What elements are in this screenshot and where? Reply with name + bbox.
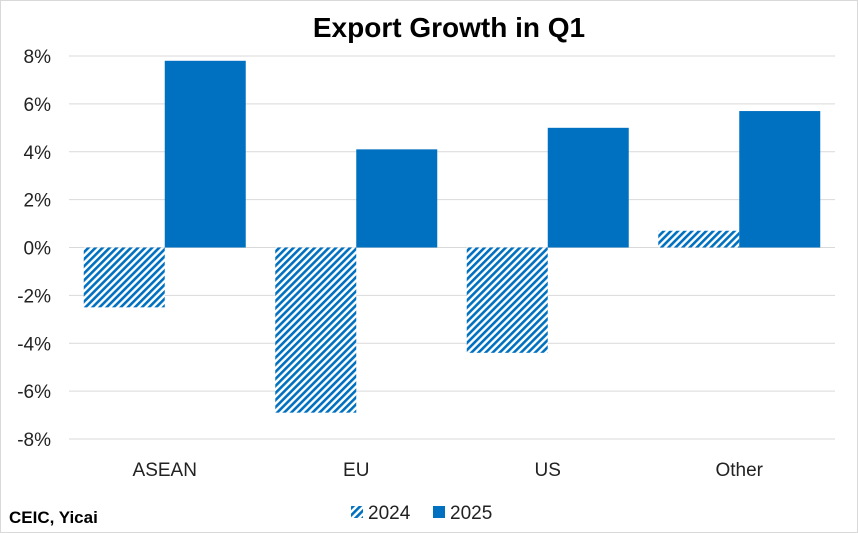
x-category-label: EU [343, 460, 369, 481]
bar-2024-asean [83, 247, 165, 308]
chart-title: Export Growth in Q1 [313, 12, 585, 43]
y-tick-label: 6% [24, 95, 52, 116]
y-tick-label: -2% [17, 286, 51, 307]
bar-2025-other [739, 111, 821, 248]
y-tick-label: -6% [17, 382, 51, 403]
bar-2024-other [658, 230, 740, 248]
source-note: CEIC, Yicai [9, 508, 98, 527]
legend-swatch-2024 [351, 506, 363, 518]
bar-2025-asean [164, 60, 246, 248]
x-category-label: ASEAN [133, 460, 197, 481]
y-tick-label: 2% [24, 191, 52, 212]
y-tick-label: 4% [24, 143, 52, 164]
bars [83, 60, 821, 413]
x-category-label: Other [715, 460, 763, 481]
y-axis-ticks: 8% 6% 4% 2% 0% -2% -4% -6% -8% [17, 47, 51, 451]
bar-2025-us [547, 127, 629, 248]
y-tick-label: -4% [17, 334, 51, 355]
y-tick-label: 0% [24, 239, 52, 260]
legend: 2024 2025 [351, 503, 492, 524]
legend-label-2024: 2024 [368, 503, 411, 524]
legend-swatch-2025 [433, 506, 445, 518]
bar-2025-eu [356, 149, 438, 248]
bar-2024-us [466, 247, 548, 353]
x-axis-categories: ASEAN EU US Other [133, 460, 764, 481]
bar-2024-eu [275, 247, 357, 413]
x-category-label: US [535, 460, 561, 481]
y-tick-label: -8% [17, 430, 51, 451]
y-tick-label: 8% [24, 47, 52, 68]
legend-label-2025: 2025 [450, 503, 492, 524]
